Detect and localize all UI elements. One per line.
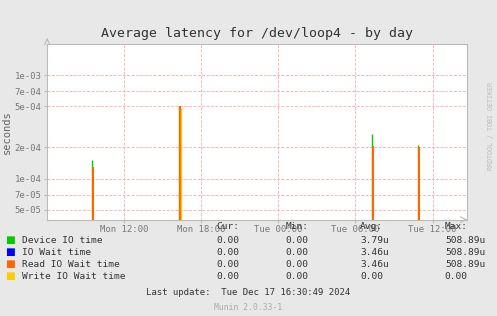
Text: IO Wait time: IO Wait time (22, 248, 91, 257)
Text: 508.89u: 508.89u (445, 248, 485, 257)
Y-axis label: seconds: seconds (2, 110, 12, 154)
Text: 0.00: 0.00 (216, 272, 239, 281)
Text: 0.00: 0.00 (445, 272, 468, 281)
Text: 508.89u: 508.89u (445, 260, 485, 269)
Text: ■: ■ (5, 247, 15, 257)
Text: RRDTOOL / TOBI OETIKER: RRDTOOL / TOBI OETIKER (488, 82, 494, 170)
Title: Average latency for /dev/loop4 - by day: Average latency for /dev/loop4 - by day (101, 27, 413, 40)
Text: 0.00: 0.00 (286, 248, 309, 257)
Text: ■: ■ (5, 271, 15, 281)
Text: Write IO Wait time: Write IO Wait time (22, 272, 126, 281)
Text: ■: ■ (5, 259, 15, 269)
Text: Munin 2.0.33-1: Munin 2.0.33-1 (214, 303, 283, 312)
Text: 0.00: 0.00 (360, 272, 383, 281)
Text: 0.00: 0.00 (286, 236, 309, 245)
Text: 3.46u: 3.46u (360, 260, 389, 269)
Text: Read IO Wait time: Read IO Wait time (22, 260, 120, 269)
Text: Max:: Max: (445, 222, 468, 231)
Text: Last update:  Tue Dec 17 16:30:49 2024: Last update: Tue Dec 17 16:30:49 2024 (147, 288, 350, 297)
Text: Avg:: Avg: (360, 222, 383, 231)
Text: 0.00: 0.00 (216, 236, 239, 245)
Text: 3.46u: 3.46u (360, 248, 389, 257)
Text: 0.00: 0.00 (216, 260, 239, 269)
Text: Cur:: Cur: (216, 222, 239, 231)
Text: 0.00: 0.00 (286, 272, 309, 281)
Text: 0.00: 0.00 (216, 248, 239, 257)
Text: 0.00: 0.00 (286, 260, 309, 269)
Text: 508.89u: 508.89u (445, 236, 485, 245)
Text: Device IO time: Device IO time (22, 236, 103, 245)
Text: ■: ■ (5, 235, 15, 245)
Text: Min:: Min: (286, 222, 309, 231)
Text: 3.79u: 3.79u (360, 236, 389, 245)
